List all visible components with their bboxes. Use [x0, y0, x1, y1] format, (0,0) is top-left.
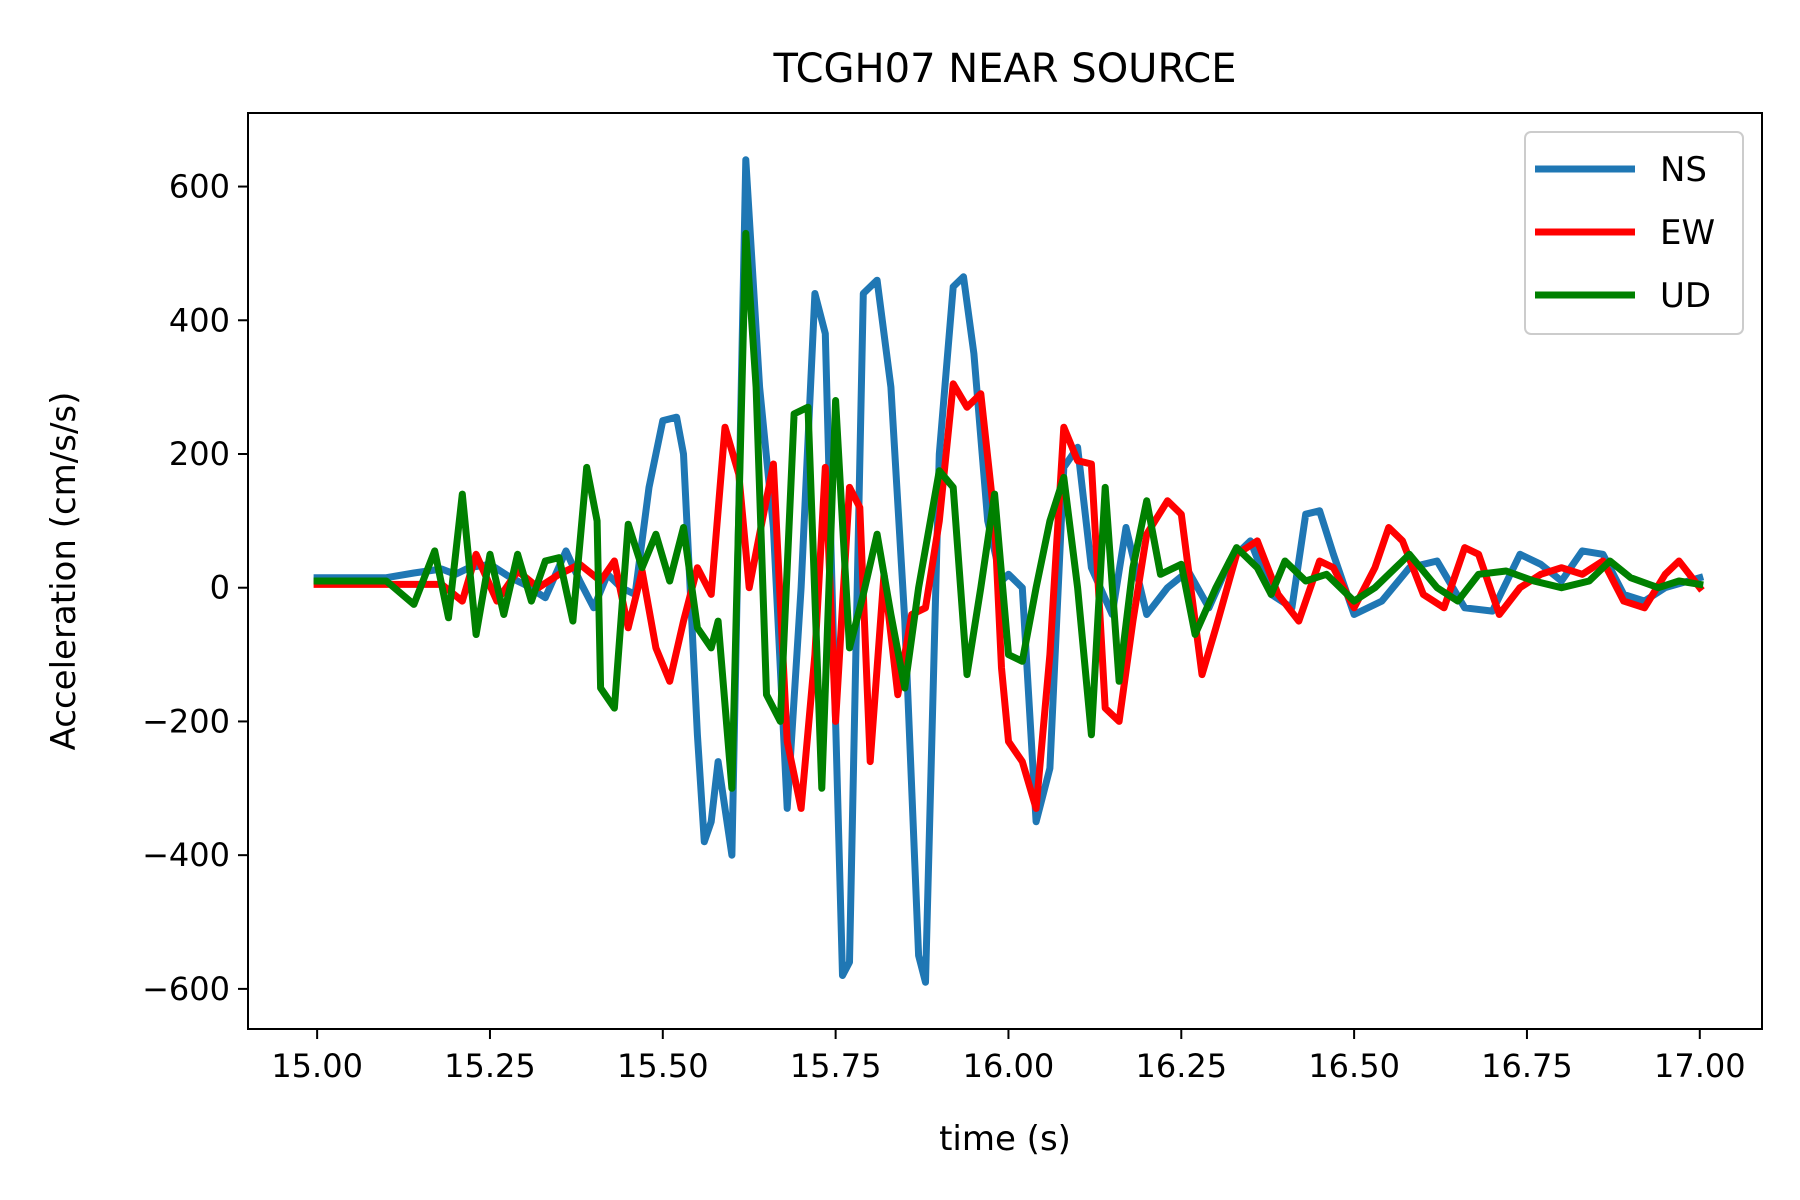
legend-label-ew: EW	[1660, 213, 1715, 253]
legend-label-ns: NS	[1660, 150, 1707, 190]
x-tick-label: 15.00	[271, 1047, 363, 1085]
series-line-ud	[313, 229, 1704, 792]
plot-frame	[247, 112, 1763, 1030]
x-tick-label: 15.50	[617, 1047, 709, 1085]
y-axis: −600 −400 −200 0 200 400 600	[142, 168, 248, 1008]
y-tick-label: 600	[169, 168, 230, 206]
y-tick-label: 200	[169, 435, 230, 473]
x-axis: 15.00 15.25 15.50 15.75 16.00 16.25 16.50 16.75…	[271, 1029, 1746, 1085]
series-line-ns	[313, 156, 1705, 986]
y-axis-label: Acceleration (cm/s/s)	[44, 392, 84, 751]
x-tick-label: 15.25	[444, 1047, 536, 1085]
y-tick-label: −600	[142, 970, 230, 1008]
x-axis-label: time (s)	[939, 1119, 1071, 1159]
legend-label-ud: UD	[1660, 276, 1711, 316]
x-tick-label: 16.25	[1135, 1047, 1227, 1085]
x-tick-label: 16.50	[1308, 1047, 1400, 1085]
x-tick-label: 17.00	[1654, 1047, 1746, 1085]
x-tick-label: 16.75	[1481, 1047, 1573, 1085]
y-tick-label: 400	[169, 301, 230, 339]
y-tick-label: 0	[210, 569, 230, 607]
x-tick-label: 16.00	[963, 1047, 1055, 1085]
y-tick-label: −200	[142, 702, 230, 740]
y-tick-label: −400	[142, 836, 230, 874]
plot-area	[247, 112, 1763, 1030]
series-line-ew	[313, 380, 1705, 812]
chart-title: TCGH07 NEAR SOURCE	[773, 46, 1237, 92]
legend: NS EW UD	[1524, 131, 1744, 335]
x-tick-label: 15.75	[790, 1047, 882, 1085]
series-layer	[313, 156, 1705, 986]
